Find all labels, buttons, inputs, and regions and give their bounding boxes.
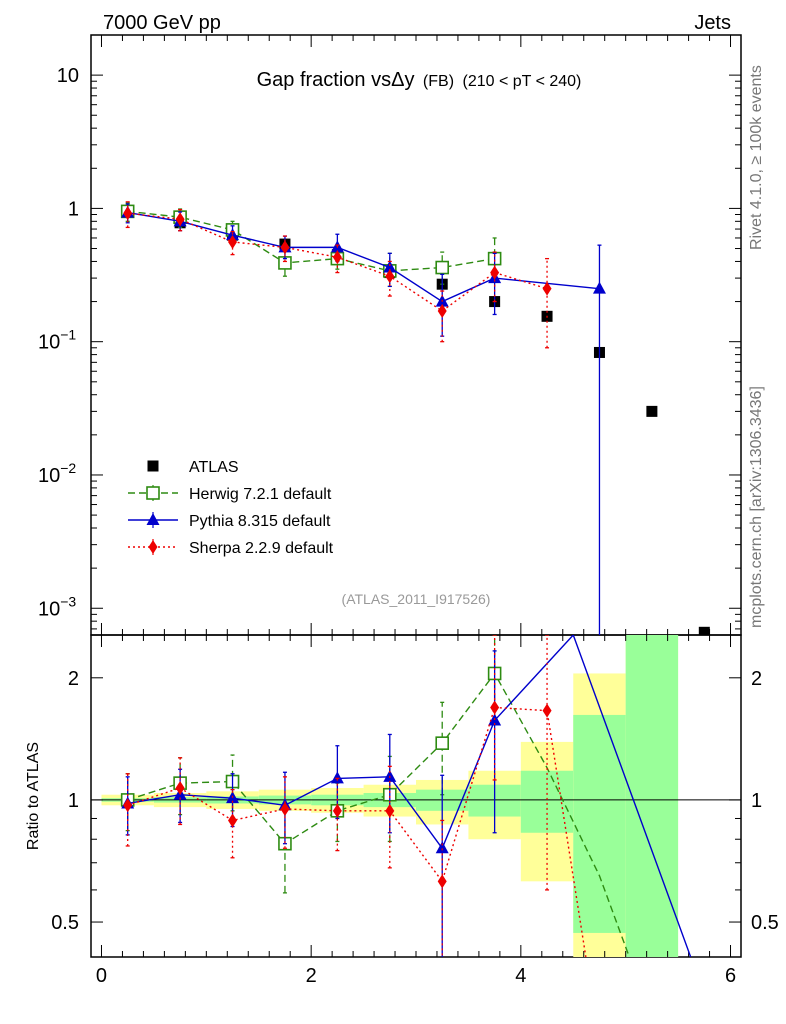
pythia-line bbox=[127, 635, 692, 957]
y-tick-label: 1 bbox=[68, 198, 79, 220]
sherpa-point bbox=[123, 798, 133, 813]
ratio-y-tick-label-right: 1 bbox=[751, 790, 762, 812]
sherpa-point bbox=[123, 206, 133, 221]
ratio-y-tick-label: 0.5 bbox=[51, 912, 79, 934]
legend-label-pythia: Pythia 8.315 default bbox=[189, 513, 331, 530]
legend: ATLAS Herwig 7.2.1 default Pythia 8.315 de… bbox=[128, 459, 334, 557]
sherpa-line bbox=[127, 706, 587, 957]
header-right: Jets bbox=[694, 12, 731, 34]
x-tick-label: 4 bbox=[515, 965, 526, 987]
pythia-point bbox=[383, 260, 397, 273]
legend-marker-sherpa bbox=[148, 540, 158, 554]
series-sherpa bbox=[123, 201, 552, 349]
ratio-y-tick-label-right: 2 bbox=[751, 668, 762, 690]
atlas-point bbox=[646, 405, 658, 417]
x-tick-label: 6 bbox=[725, 965, 736, 987]
sherpa-point bbox=[490, 700, 500, 715]
pythia-point bbox=[592, 281, 606, 294]
ratio-y-tick-label: 1 bbox=[68, 790, 79, 812]
plot-title: Gap fraction vsΔy (FB) (210 < pT < 240) bbox=[257, 69, 582, 91]
sherpa-point bbox=[175, 780, 185, 795]
band-green-10 bbox=[625, 635, 679, 957]
pythia-point bbox=[435, 841, 449, 854]
sherpa-point bbox=[332, 250, 342, 265]
band-green-9 bbox=[573, 714, 626, 933]
y-tick-label: 10 bbox=[57, 65, 79, 87]
x-tick-label: 2 bbox=[306, 965, 317, 987]
sherpa-point bbox=[228, 234, 238, 249]
y-tick-label: 10−3 bbox=[38, 593, 76, 620]
ratio-y-tick-label: 2 bbox=[68, 668, 79, 690]
sherpa-point bbox=[542, 703, 552, 718]
sherpa-point bbox=[490, 265, 500, 280]
main-series-marks bbox=[120, 201, 710, 635]
pythia-point bbox=[330, 771, 344, 784]
atlas-point bbox=[698, 626, 710, 635]
y-tick-label: 10−2 bbox=[38, 460, 76, 487]
sherpa-point bbox=[385, 803, 395, 818]
sherpa-point bbox=[228, 813, 238, 828]
sherpa-point bbox=[332, 803, 342, 818]
axis-ticks: 0 2 4 6 10 1 10−1 10−2 10−3 0.5 0.5 1 1 2 2 bbox=[38, 34, 779, 987]
mcplots-label: mcplots.cern.ch [arXiv:1306.3436] bbox=[748, 386, 765, 628]
header-left: 7000 GeV pp bbox=[103, 12, 221, 34]
sherpa-point bbox=[385, 269, 395, 284]
pythia-line bbox=[127, 211, 600, 303]
analysis-watermark: (ATLAS_2011_I917526) bbox=[342, 591, 491, 607]
herwig-line bbox=[127, 210, 495, 272]
sherpa-point bbox=[437, 874, 447, 889]
pythia-point bbox=[383, 769, 397, 782]
legend-label-atlas: ATLAS bbox=[189, 459, 239, 476]
legend-label-herwig: Herwig 7.2.1 default bbox=[189, 486, 332, 503]
sherpa-point bbox=[437, 303, 447, 318]
herwig-line bbox=[127, 672, 631, 957]
series-sherpa bbox=[123, 635, 587, 957]
x-tick-label: 0 bbox=[96, 965, 107, 987]
herwig-point bbox=[435, 736, 450, 750]
sherpa-point bbox=[280, 801, 290, 816]
rivet-version-label: Rivet 4.1.0, ≥ 100k events bbox=[748, 65, 765, 250]
sherpa-point bbox=[280, 240, 290, 255]
ratio-axis-label: Ratio to ATLAS bbox=[25, 742, 42, 850]
legend-marker-pythia bbox=[146, 513, 160, 525]
sherpa-point bbox=[175, 212, 185, 227]
sherpa-point bbox=[542, 281, 552, 296]
ratio-series-marks bbox=[120, 635, 692, 957]
ratio-y-tick-label-right: 0.5 bbox=[751, 912, 779, 934]
y-tick-label: 10−1 bbox=[38, 327, 76, 354]
legend-label-sherpa: Sherpa 2.2.9 default bbox=[189, 540, 334, 557]
legend-marker-herwig bbox=[146, 486, 160, 500]
ratio-uncertainty-bands bbox=[91, 635, 741, 957]
series-atlas bbox=[122, 205, 710, 635]
legend-marker-atlas bbox=[147, 460, 159, 472]
herwig-point bbox=[435, 260, 450, 275]
